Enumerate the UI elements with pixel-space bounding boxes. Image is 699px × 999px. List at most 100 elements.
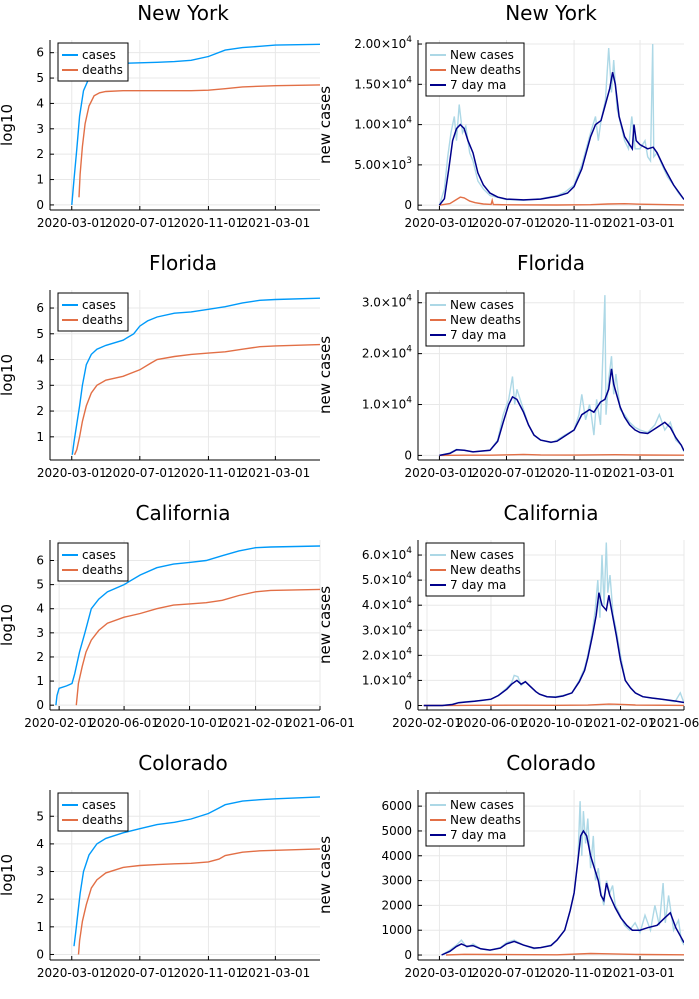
y-tick-label: 1.00×104 xyxy=(354,116,412,132)
legend-label: 7 day ma xyxy=(450,328,506,342)
y-tick-label: 3 xyxy=(36,378,44,392)
x-tick-label: 2020-07-01 xyxy=(105,466,175,480)
legend-label: New deaths xyxy=(450,563,521,577)
legend-label: cases xyxy=(82,798,116,812)
y-tick-label: 5.0×104 xyxy=(362,571,412,587)
y-tick-label: 3 xyxy=(36,865,44,879)
y-tick-mantissa: 2.0×10 xyxy=(362,347,406,361)
legend-label: New cases xyxy=(450,298,514,312)
series-line-new-deaths xyxy=(423,703,684,707)
y-tick-label: 1000 xyxy=(381,923,412,937)
legend-box xyxy=(57,42,129,82)
x-tick-label: 2020-03-01 xyxy=(37,466,107,480)
y-tick-label: 1 xyxy=(36,674,44,688)
x-tick-label: 2020-11-01 xyxy=(539,216,609,230)
series-line-cases xyxy=(71,43,320,205)
x-tick-label: 2020-07-01 xyxy=(472,966,542,980)
series-line-7-day-ma xyxy=(438,72,684,206)
x-tick-label: 2021-03-01 xyxy=(605,966,675,980)
x-tick-label: 2020-07-01 xyxy=(472,466,542,480)
legend-label: deaths xyxy=(82,563,123,577)
x-tick-label: 2021-02-01 xyxy=(586,716,656,730)
y-tick-label: 3 xyxy=(36,122,44,136)
x-tick-label: 2021-06-01 xyxy=(649,716,699,730)
y-tick-mantissa: 5.00×10 xyxy=(354,158,406,172)
x-tick-label: 2020-03-01 xyxy=(37,216,107,230)
x-tick-label: 2020-06-01 xyxy=(456,716,526,730)
legend-label: cases xyxy=(82,298,116,312)
y-tick-exponent: 4 xyxy=(406,621,412,631)
series-line-7-day-ma xyxy=(441,829,684,956)
y-tick-label: 5.00×103 xyxy=(354,156,412,172)
y-tick-mantissa: 3.0×10 xyxy=(362,623,406,637)
series-line-deaths xyxy=(75,588,320,706)
legend-label: deaths xyxy=(82,313,123,327)
panel-4: California log10 0 1 2 3 4 5 6 2020-02-012020-06-… xyxy=(0,501,355,730)
y-tick-label: 0 xyxy=(404,948,412,962)
y-tick-label: 0 xyxy=(404,198,412,212)
y-tick-label: 4 xyxy=(36,837,44,851)
y-tick-label: 5 xyxy=(36,809,44,823)
y-tick-label: 1 xyxy=(36,173,44,187)
y-tick-label: 2000 xyxy=(381,898,412,912)
panel-title: Colorado xyxy=(506,751,595,775)
y-tick-exponent: 4 xyxy=(406,294,412,304)
x-tick-label: 2020-07-01 xyxy=(472,216,542,230)
legend-box xyxy=(57,792,129,832)
y-tick-exponent: 3 xyxy=(406,156,412,166)
y-tick-label: 6 xyxy=(36,301,44,315)
y-axis-label: new cases xyxy=(316,86,334,164)
y-tick-label: 5000 xyxy=(381,824,412,838)
legend-box xyxy=(425,792,525,847)
y-tick-label: 1.0×104 xyxy=(362,396,412,412)
legend-label: cases xyxy=(82,48,116,62)
y-tick-label: 1.50×104 xyxy=(354,75,412,91)
y-tick-label: 3000 xyxy=(381,874,412,888)
y-tick-label: 4 xyxy=(36,602,44,616)
legend-label: cases xyxy=(82,548,116,562)
x-tick-label: 2020-06-01 xyxy=(89,716,159,730)
y-tick-mantissa: 1.0×10 xyxy=(362,673,406,687)
legend-label: 7 day ma xyxy=(450,828,506,842)
x-tick-label: 2020-11-01 xyxy=(539,966,609,980)
y-tick-label: 0 xyxy=(36,698,44,712)
panel-title: California xyxy=(504,501,599,525)
x-tick-label: 2020-02-01 xyxy=(392,716,462,730)
y-tick-label: 6.0×104 xyxy=(362,546,412,562)
panel-7: Colorado new cases 0 1000 2000 3000 4000 5000 60… xyxy=(316,751,684,980)
y-tick-mantissa: 3.0×10 xyxy=(362,296,406,310)
panel-0: New York log10 0 1 2 3 4 5 6 2020-03-012020-07-01… xyxy=(0,1,320,230)
legend-label: 7 day ma xyxy=(450,78,506,92)
legend-label: New deaths xyxy=(450,63,521,77)
y-tick-mantissa: 5.0×10 xyxy=(362,573,406,587)
y-tick-label: 4000 xyxy=(381,849,412,863)
series-line-deaths xyxy=(78,84,320,198)
y-tick-label: 0 xyxy=(36,198,44,212)
y-tick-label: 2 xyxy=(36,404,44,418)
y-tick-mantissa: 1.00×10 xyxy=(354,118,406,132)
y-tick-label: 4 xyxy=(36,353,44,367)
series-line-7-day-ma xyxy=(439,368,684,457)
x-tick-label: 2020-02-01 xyxy=(24,716,94,730)
y-tick-label: 3 xyxy=(36,626,44,640)
legend-box xyxy=(57,542,129,582)
y-tick-label: 2.00×104 xyxy=(354,35,412,51)
y-axis-label: new cases xyxy=(316,836,334,914)
y-tick-label: 2 xyxy=(36,892,44,906)
x-tick-label: 2021-03-01 xyxy=(605,216,675,230)
series-line-deaths xyxy=(73,343,320,456)
y-tick-label: 6000 xyxy=(381,799,412,813)
panel-title: Florida xyxy=(149,251,217,275)
y-tick-label: 2.0×104 xyxy=(362,646,412,662)
x-tick-label: 2021-03-01 xyxy=(240,466,310,480)
y-tick-label: 1 xyxy=(36,920,44,934)
x-tick-label: 2020-07-01 xyxy=(105,216,175,230)
y-tick-label: 4.0×104 xyxy=(362,596,412,612)
y-tick-label: 3.0×104 xyxy=(362,294,412,310)
y-tick-label: 6 xyxy=(36,46,44,60)
series-line-cases xyxy=(71,297,320,455)
legend-label: New cases xyxy=(450,48,514,62)
legend-label: New cases xyxy=(450,798,514,812)
